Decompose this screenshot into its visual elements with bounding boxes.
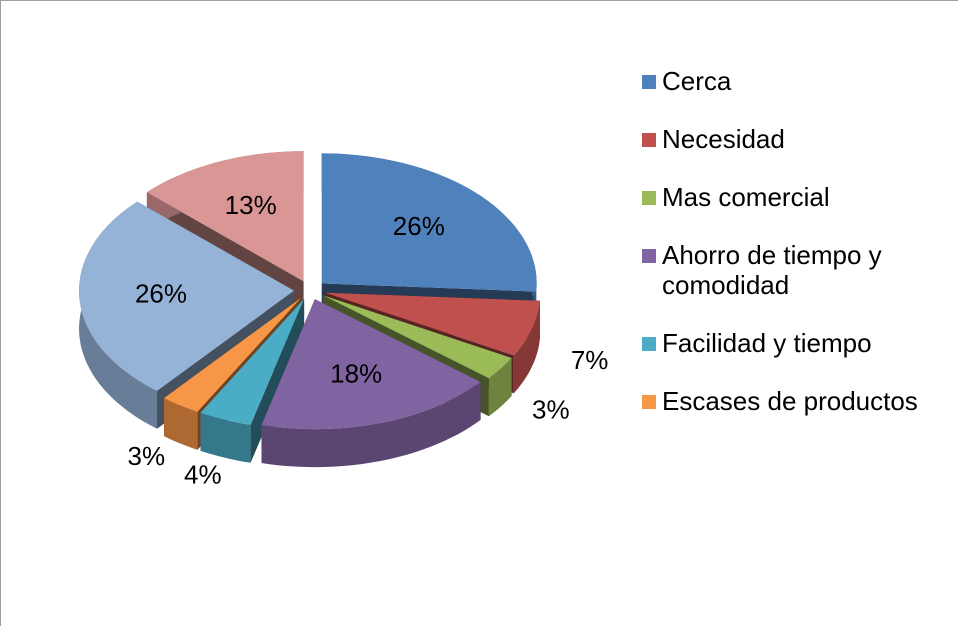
legend-label: Escases de productos — [662, 386, 918, 416]
slice-side — [488, 358, 512, 417]
legend-swatch — [642, 395, 656, 409]
legend-label: Necesidad — [662, 124, 785, 154]
data-label: 26% — [135, 279, 187, 309]
slice-side — [164, 398, 198, 450]
legend-swatch — [642, 249, 656, 263]
legend-item: Cerca — [636, 66, 936, 96]
legend-swatch — [642, 133, 656, 147]
slice-top — [325, 292, 540, 356]
legend-label: Facilidad y tiempo — [662, 328, 872, 358]
data-label: 13% — [225, 190, 277, 220]
slice-top — [79, 201, 294, 391]
data-label: 3% — [128, 441, 166, 471]
slice-top — [200, 298, 305, 425]
data-label: 18% — [330, 359, 382, 389]
data-label: 4% — [184, 459, 222, 489]
slice-top — [146, 151, 304, 282]
legend-swatch — [642, 191, 656, 205]
legend-item: Mas comercial — [636, 182, 936, 212]
legend-label: Cerca — [662, 66, 732, 96]
legend-label: Mas comercial — [662, 182, 830, 212]
slice-top — [323, 295, 512, 379]
data-label: 7% — [571, 345, 609, 375]
data-label: 26% — [393, 211, 445, 241]
legend-item: Facilidad y tiempo — [636, 328, 936, 358]
data-label: 3% — [532, 395, 570, 425]
slice-side — [200, 412, 251, 463]
slice-top — [164, 297, 301, 412]
legend-item: Ahorro de tiempo y comodidad — [636, 240, 936, 300]
legend: Cerca Necesidad Mas comercial Ahorro de tie… — [636, 66, 936, 444]
slice-side — [261, 382, 481, 468]
legend-swatch — [642, 75, 656, 89]
slice-side — [513, 300, 540, 394]
slice-top — [261, 299, 481, 430]
legend-item: Necesidad — [636, 124, 936, 154]
legend-swatch — [642, 337, 656, 351]
slice-top — [321, 153, 537, 292]
legend-item: Escases de productos — [636, 386, 936, 416]
legend-label: Ahorro de tiempo y comodidad — [662, 240, 882, 300]
